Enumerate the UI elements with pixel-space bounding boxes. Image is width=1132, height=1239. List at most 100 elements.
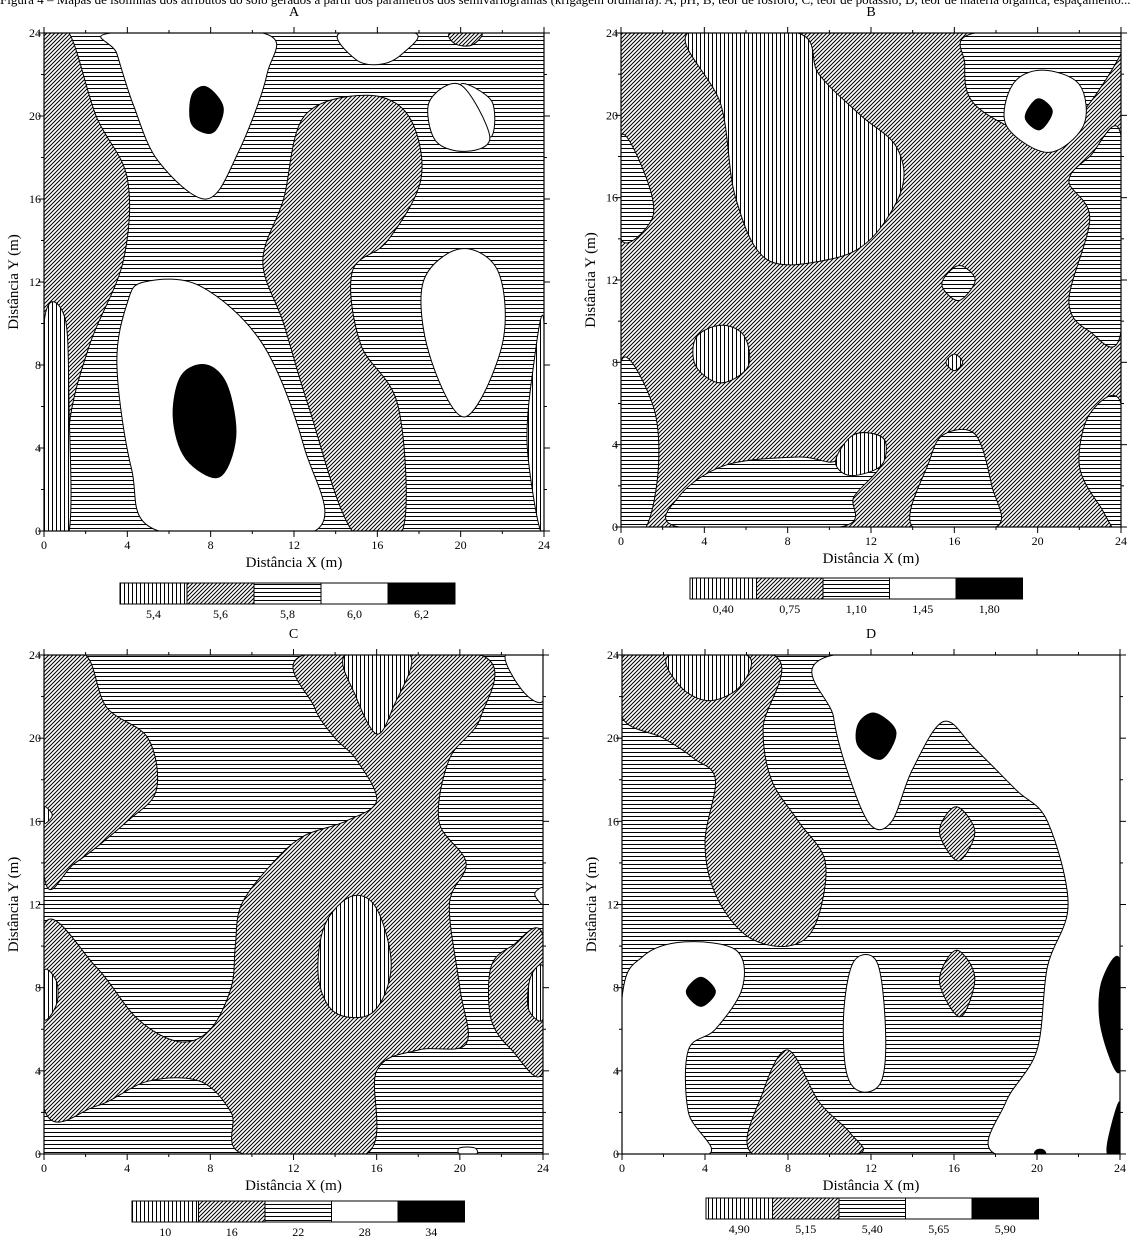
contour-region [44,655,159,891]
contour-region [855,712,897,760]
x-tick-label: 16 [948,534,960,548]
legend-swatch [397,1200,465,1223]
legend: 0,40 0,75 1,10 1,45 1,80 [689,577,1023,616]
y-tick-label: 8 [35,981,41,995]
contour-region [684,33,905,266]
contour-region [100,33,278,200]
x-tick-label: 24 [1115,534,1127,548]
panel-letter: C [289,627,298,642]
legend-swatch [320,582,389,605]
legend-label: 28 [359,1225,371,1239]
x-tick-label: 24 [537,1161,549,1175]
contour-region [938,949,976,1018]
y-tick-label: 12 [29,898,41,912]
y-tick-label: 0 [35,524,41,538]
contour-region [457,1146,479,1154]
legend-swatch [772,1197,840,1220]
x-tick-label: 0 [619,1161,625,1175]
y-tick-label: 16 [29,814,41,828]
legend-label: 1,10 [846,602,867,616]
contour-region [1033,1148,1047,1154]
y-tick-label: 4 [612,438,618,452]
contour-region [692,324,751,384]
y-axis-label: Distância Y (m) [584,857,600,953]
x-tick-label: 0 [41,1161,47,1175]
contour-region [665,655,752,702]
y-tick-label: 16 [606,191,618,205]
y-tick-label: 24 [607,648,619,662]
legend-label: 0,75 [779,602,800,616]
x-tick-label: 0 [41,538,47,552]
x-tick-label: 12 [865,1161,877,1175]
contour-region [1068,125,1121,348]
y-tick-label: 12 [29,275,41,289]
figure-caption: Figura 4 – Mapas de isolinhas dos atribu… [0,0,1132,8]
y-tick-label: 4 [35,1064,41,1078]
legend-label: 5,8 [280,607,295,621]
x-tick-label: 8 [785,534,791,548]
x-tick-label: 20 [1032,534,1044,548]
contour-region [172,364,237,479]
contour-region [527,964,543,1022]
legend-swatch [971,1197,1039,1220]
legend-label: 5,6 [213,607,228,621]
contour-region [262,94,423,531]
x-axis-label: Distância X (m) [823,551,920,567]
legend-swatch [838,1197,906,1220]
contour-region [621,133,655,244]
contour-region [420,248,506,418]
contour-region [448,33,483,47]
x-tick-label: 8 [207,1161,213,1175]
contour-region [622,655,827,947]
x-tick-label: 4 [701,534,707,548]
legend-swatch [253,582,322,605]
legend-label: 5,15 [795,1222,816,1236]
x-tick-label: 16 [371,538,383,552]
x-tick-label: 4 [702,1161,708,1175]
contour-region [534,887,543,906]
contour-region [44,655,496,1154]
y-tick-label: 24 [29,648,41,662]
legend-label: 1,45 [912,602,933,616]
x-tick-label: 12 [865,534,877,548]
x-tick-label: 0 [618,534,624,548]
y-tick-label: 8 [35,358,41,372]
y-tick-label: 20 [29,731,41,745]
x-tick-label: 16 [948,1161,960,1175]
legend-label: 5,90 [995,1222,1016,1236]
x-tick-label: 8 [208,538,214,552]
contour-region [44,968,59,1021]
contour-region [44,301,72,531]
legend-swatch [331,1200,399,1223]
y-tick-label: 0 [612,520,618,534]
contour-region [941,265,976,302]
contour-region [909,428,1002,527]
x-axis-label: Distância X (m) [246,555,343,571]
contour-region [1106,1101,1120,1154]
legend-swatch [905,1197,973,1220]
legend-label: 6,2 [414,607,429,621]
legend: 4,90 5,15 5,40 5,65 5,90 [705,1197,1039,1236]
panel-d: 0 4 8 12 16 20 24 0 4 8 12 16 20 24 Distância X (m) Dis… [584,627,1126,1236]
legend-label: 0,40 [713,602,734,616]
x-tick-label: 12 [288,1161,300,1175]
legend-swatch [198,1200,266,1223]
contour-region [189,85,224,134]
y-tick-label: 16 [607,814,619,828]
legend-swatch [387,582,456,605]
x-tick-label: 24 [538,538,550,552]
y-tick-label: 8 [613,981,619,995]
contour-region [487,927,543,1078]
y-tick-label: 20 [606,108,618,122]
panel-letter: D [866,627,876,642]
contour-region [526,314,544,531]
legend-label: 5,65 [928,1222,949,1236]
legend-swatch [119,582,188,605]
legend-swatch [689,577,757,600]
legend-label: 10 [159,1225,171,1239]
x-tick-label: 12 [288,538,300,552]
legend-swatch [756,577,824,600]
x-tick-label: 8 [785,1161,791,1175]
y-tick-label: 24 [29,26,41,40]
